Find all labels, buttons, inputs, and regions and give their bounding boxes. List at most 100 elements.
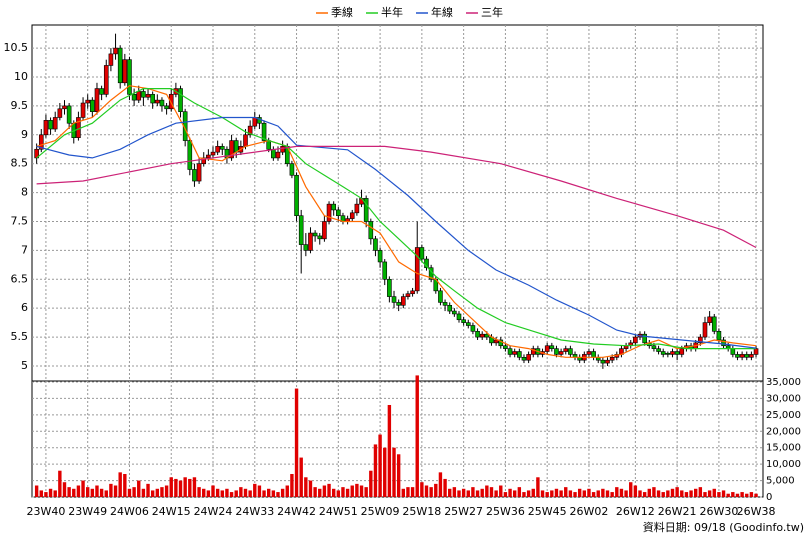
legend-label: 半年 <box>381 5 403 19</box>
volume-bar <box>666 490 670 497</box>
candle-body <box>507 348 513 355</box>
volume-bar <box>401 488 406 497</box>
y-tick-label: 8.5 <box>11 157 29 170</box>
candle-body <box>308 232 313 251</box>
volume-bar <box>573 492 577 497</box>
x-tick-label: 25W45 <box>528 505 567 518</box>
volume-bar <box>735 493 740 497</box>
candle-body <box>136 91 142 101</box>
volume-bar <box>680 490 684 497</box>
volume-bar <box>48 488 53 497</box>
volume-bar <box>99 488 104 497</box>
volume-bar <box>633 485 638 497</box>
volume-bar <box>53 490 57 497</box>
candle-body <box>280 146 285 153</box>
candle-body <box>94 88 100 112</box>
x-tick-label: 24W33 <box>235 505 274 518</box>
volume-bar <box>355 483 359 497</box>
y-tick-label: 9.5 <box>11 99 29 112</box>
volume-bar <box>475 490 480 497</box>
volume-bar <box>615 487 619 497</box>
candle-body <box>753 348 759 355</box>
candle-body <box>233 140 239 153</box>
candle-body <box>108 53 114 66</box>
candle-body <box>456 313 462 321</box>
volume-bar <box>299 457 303 497</box>
y2-tick-label: 0 <box>766 492 772 503</box>
volume-bar <box>369 470 373 497</box>
volume-bar <box>410 487 415 497</box>
candle-body <box>80 102 86 118</box>
volume-bar <box>76 485 81 497</box>
x-tick-label: 24W42 <box>277 505 316 518</box>
volume-bar <box>67 487 71 497</box>
candle-body <box>401 296 406 306</box>
candle-body <box>155 99 160 104</box>
volume-bar <box>58 470 62 497</box>
y-tick-label: 5 <box>21 359 28 372</box>
volume-bar <box>545 492 549 497</box>
candle-body <box>517 351 522 358</box>
y2-tick-label: 20,000 <box>766 426 801 437</box>
x-tick-label: 26W38 <box>737 505 776 518</box>
volume-bar <box>396 454 401 497</box>
candle-body <box>396 302 401 306</box>
candle-body <box>85 99 90 104</box>
volume-bar <box>494 490 498 497</box>
candle-body <box>530 348 536 355</box>
candle-body <box>164 105 169 110</box>
volume-bar <box>345 488 350 497</box>
y-tick-label: 10.5 <box>4 41 29 54</box>
volume-bar <box>698 487 703 497</box>
y2-tick-label: 10,000 <box>766 459 801 470</box>
candle-body <box>558 351 564 355</box>
volume-bar <box>457 490 461 497</box>
candle-body <box>363 198 369 222</box>
volume-bar <box>150 490 155 497</box>
volume-bar <box>596 490 600 497</box>
x-tick-label: 24W51 <box>319 505 358 518</box>
candle-body <box>749 354 754 358</box>
volume-bar <box>754 493 758 497</box>
volume-bar <box>95 485 99 497</box>
candle-body <box>605 359 610 364</box>
volume-bar <box>731 492 735 497</box>
ma-line <box>36 88 756 350</box>
volume-bar <box>197 487 201 497</box>
volume-bar <box>517 487 522 497</box>
volume-bar <box>229 492 234 497</box>
candle-body <box>76 117 81 138</box>
candle-body <box>665 352 671 355</box>
volume-bar <box>424 485 429 497</box>
volume-bar <box>276 492 280 497</box>
volume-bar <box>480 488 484 497</box>
candle-body <box>289 163 295 176</box>
candle-body <box>405 293 411 297</box>
volume-bar <box>304 477 308 497</box>
candle-body <box>470 325 476 332</box>
candle-body <box>721 339 726 347</box>
legend-label: 季線 <box>331 5 353 19</box>
volume-bar <box>341 487 345 497</box>
volume-bar <box>522 492 526 497</box>
volume-bar <box>267 488 271 497</box>
candle-body <box>419 247 425 260</box>
volume-bar <box>642 492 647 497</box>
volume-bar <box>721 490 726 497</box>
candle-body <box>322 221 327 240</box>
candle-body <box>48 120 53 130</box>
volume-bar <box>550 490 554 497</box>
candle-body <box>243 134 248 147</box>
volume-bar <box>387 404 392 497</box>
candle-body <box>711 316 717 332</box>
volume-bar <box>629 482 633 497</box>
volume-bar <box>294 388 299 497</box>
candle-body <box>150 94 155 104</box>
volume-bar <box>448 488 452 497</box>
volume-bar <box>554 488 559 497</box>
candle-body <box>127 59 132 95</box>
candle-body <box>744 354 750 358</box>
volume-bar <box>81 480 85 497</box>
volume-bar <box>466 490 470 497</box>
volume-bar <box>318 488 322 497</box>
